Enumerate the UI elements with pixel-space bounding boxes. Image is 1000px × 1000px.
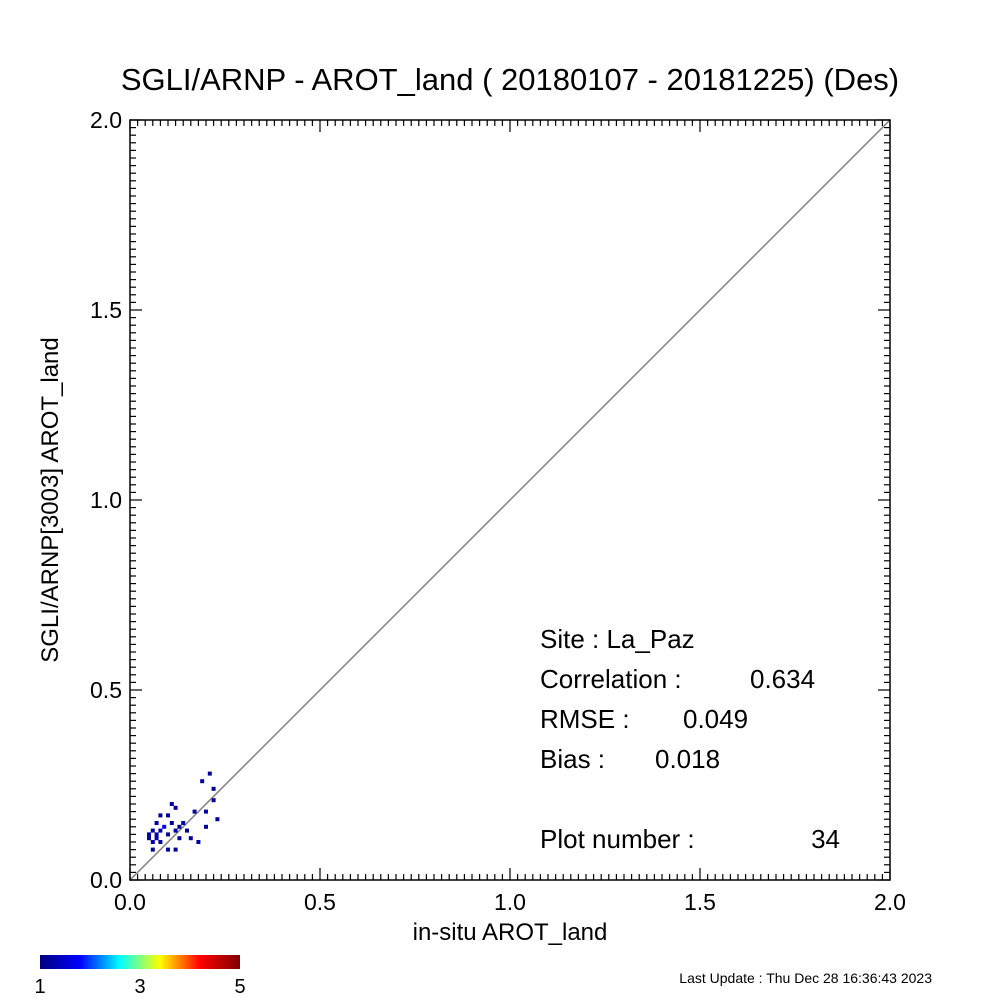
colorbar-tick-max: 5 bbox=[234, 976, 245, 998]
colorbar-tick-min: 1 bbox=[34, 976, 45, 998]
colorbar-gradient bbox=[40, 955, 240, 969]
chart-title: SGLI/ARNP - AROT_land ( 20180107 - 20181… bbox=[121, 62, 899, 97]
data-point bbox=[150, 847, 155, 852]
y-axis-label: SGLI/ARNP[3003] AROT_land bbox=[37, 337, 64, 663]
data-points bbox=[147, 771, 220, 852]
data-point bbox=[204, 824, 208, 829]
site-text: Site : La_Paz bbox=[540, 624, 695, 654]
data-point bbox=[166, 847, 170, 852]
correlation-value: 0.634 bbox=[750, 664, 815, 694]
one-to-one-line bbox=[129, 119, 891, 881]
data-point bbox=[169, 802, 174, 806]
data-point bbox=[162, 824, 167, 829]
data-point bbox=[169, 821, 174, 825]
data-point bbox=[147, 832, 151, 837]
bias-value: 0.018 bbox=[655, 744, 720, 774]
last-update-text: Last Update : Thu Dec 28 16:36:43 2023 bbox=[679, 970, 932, 986]
data-point bbox=[158, 813, 163, 818]
x-tick-label: 1.0 bbox=[494, 889, 526, 915]
data-point bbox=[181, 821, 186, 825]
stats-block: Site : La_Paz Correlation : 0.634 RMSE :… bbox=[540, 624, 840, 854]
plot-number-label: Plot number : bbox=[540, 824, 695, 854]
bias-label: Bias : bbox=[540, 744, 605, 774]
data-point bbox=[200, 779, 205, 784]
data-point bbox=[173, 828, 178, 833]
correlation-label: Correlation : bbox=[540, 664, 682, 694]
plot-number-value: 34 bbox=[811, 824, 840, 854]
data-point bbox=[192, 809, 197, 814]
data-point bbox=[177, 836, 182, 841]
data-point bbox=[188, 836, 193, 841]
data-point bbox=[196, 840, 201, 844]
data-point bbox=[211, 786, 216, 791]
plot-frame bbox=[129, 119, 891, 881]
data-point bbox=[147, 836, 151, 841]
data-point bbox=[158, 828, 163, 833]
data-point bbox=[150, 828, 155, 833]
axis-ticks bbox=[129, 119, 891, 881]
data-point bbox=[154, 832, 159, 837]
x-tick-label: 2.0 bbox=[874, 889, 906, 915]
x-tick-label: 0.5 bbox=[304, 889, 336, 915]
axis-tick-labels: 0.0 0.5 1.0 1.5 2.0 0.0 0.5 1.0 1.5 2.0 bbox=[90, 107, 906, 915]
y-tick-label: 2.0 bbox=[90, 107, 122, 133]
data-point bbox=[154, 821, 159, 825]
y-tick-label: 0.0 bbox=[90, 867, 122, 893]
colorbar: 1 3 5 bbox=[34, 955, 246, 998]
rmse-label: RMSE : bbox=[540, 704, 630, 734]
data-point bbox=[173, 847, 178, 852]
data-point bbox=[173, 805, 178, 810]
x-tick-label: 0.0 bbox=[114, 889, 146, 915]
colorbar-tick-mid: 3 bbox=[134, 976, 145, 998]
data-point bbox=[185, 828, 189, 833]
data-point bbox=[158, 840, 163, 844]
y-tick-label: 0.5 bbox=[90, 677, 122, 703]
data-point bbox=[166, 832, 170, 837]
y-tick-label: 1.0 bbox=[90, 487, 122, 513]
y-tick-label: 1.5 bbox=[90, 297, 122, 323]
data-point bbox=[177, 824, 182, 829]
x-tick-label: 1.5 bbox=[684, 889, 716, 915]
data-point bbox=[150, 840, 155, 844]
x-axis-label: in-situ AROT_land bbox=[413, 919, 608, 946]
data-point bbox=[166, 813, 170, 818]
data-point bbox=[154, 836, 159, 841]
data-point bbox=[215, 817, 220, 822]
rmse-value: 0.049 bbox=[683, 704, 748, 734]
data-point bbox=[204, 809, 208, 814]
data-point bbox=[207, 771, 212, 776]
data-point bbox=[211, 798, 216, 803]
